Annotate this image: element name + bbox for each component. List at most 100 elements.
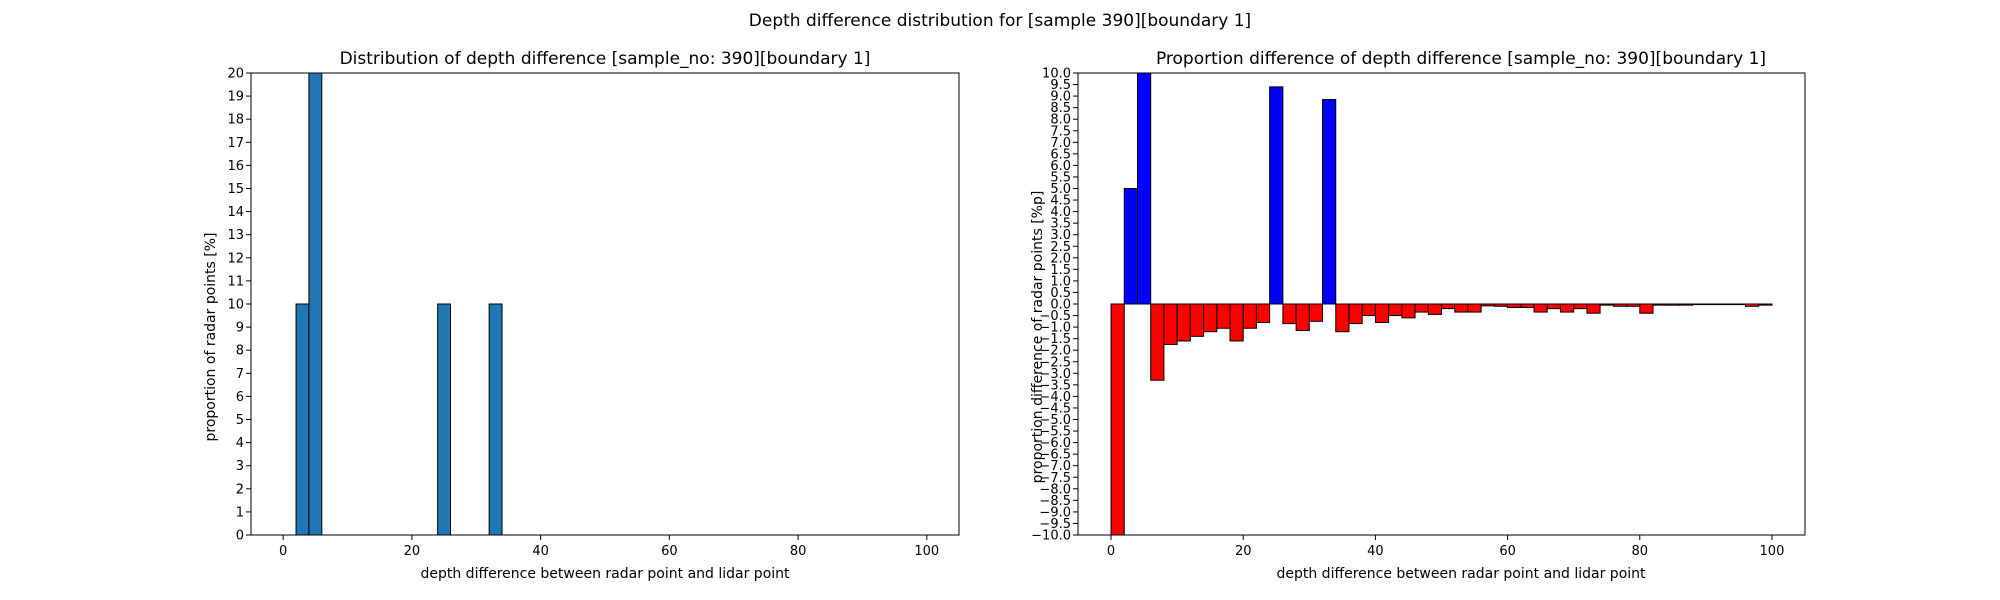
- histogram-bar: [1123, 188, 1138, 305]
- histogram-bar: [1255, 303, 1271, 323]
- histogram-bar: [1282, 303, 1297, 325]
- y-tick-label: 10: [227, 298, 244, 313]
- y-tick-label: 12: [227, 251, 244, 266]
- y-tick-label: −2.5: [1039, 355, 1071, 370]
- y-tick-label: −6.5: [1039, 448, 1071, 463]
- histogram-bar: [1467, 303, 1482, 313]
- y-tick-label: 0: [236, 529, 244, 544]
- histogram-bar: [1163, 303, 1178, 345]
- right-chart-ylabel: proportion difference of radar points [%…: [1030, 191, 1046, 484]
- y-tick-label: −4.0: [1039, 390, 1071, 405]
- y-tick-label: 0.5: [1050, 286, 1071, 301]
- histogram-bar: [1176, 303, 1191, 342]
- x-tick-label: 20: [404, 544, 421, 559]
- y-tick-label: 4.5: [1050, 194, 1071, 209]
- y-tick-label: 6: [236, 390, 244, 405]
- y-tick-label: 2: [236, 482, 244, 497]
- x-tick-label: 60: [1499, 544, 1516, 559]
- y-tick-label: 2.0: [1050, 251, 1071, 266]
- histogram-bar: [1229, 303, 1244, 342]
- histogram-bar: [1678, 303, 1694, 306]
- y-tick-label: 3.0: [1050, 228, 1071, 243]
- y-tick-label: −7.0: [1039, 459, 1071, 474]
- y-tick-label: −5.0: [1039, 413, 1071, 428]
- histogram-bar: [308, 72, 323, 536]
- right-chart-title: Proportion difference of depth differenc…: [1156, 49, 1766, 69]
- histogram-bar: [437, 303, 452, 536]
- histogram-bar: [1308, 303, 1324, 322]
- y-tick-label: −1.0: [1039, 321, 1071, 336]
- histogram-bar: [1150, 303, 1165, 381]
- y-tick-label: −6.0: [1039, 436, 1071, 451]
- y-tick-label: 6.0: [1050, 159, 1071, 174]
- x-tick-label: 100: [1760, 544, 1785, 559]
- left-chart-plot-area: 0 20 40 60 80 1000123456789101112131415161718…: [227, 67, 960, 559]
- y-tick-label: 4: [236, 436, 244, 451]
- right-chart: Proportion difference of depth differenc…: [1030, 49, 1806, 582]
- y-tick-label: 9: [236, 321, 244, 336]
- y-tick-label: 17: [227, 136, 244, 151]
- histogram-bar: [1427, 303, 1443, 315]
- y-tick-label: 9.5: [1050, 78, 1071, 93]
- histogram-bar: [1493, 303, 1509, 307]
- x-tick-label: 20: [1235, 544, 1252, 559]
- histogram-bar: [1731, 303, 1747, 306]
- y-tick-label: 1.5: [1050, 263, 1071, 278]
- y-tick-label: −4.5: [1039, 401, 1071, 416]
- histogram-bar: [1295, 303, 1310, 332]
- y-tick-label: 5.5: [1050, 170, 1071, 185]
- y-tick-label: 5: [236, 413, 244, 428]
- x-tick-label: 60: [661, 544, 678, 559]
- y-tick-label: 5.0: [1050, 182, 1071, 197]
- x-tick-label: 100: [914, 544, 939, 559]
- histogram-bar: [1374, 303, 1390, 323]
- y-tick-label: 18: [227, 113, 244, 128]
- histogram-bar: [1335, 303, 1350, 333]
- y-tick-label: 8.5: [1050, 101, 1071, 116]
- x-tick-label: 80: [790, 544, 807, 559]
- y-tick-label: 7.0: [1050, 136, 1071, 151]
- y-tick-label: 2.5: [1050, 240, 1071, 255]
- histogram-bar: [1652, 303, 1667, 306]
- histogram-bar: [1480, 303, 1495, 307]
- histogram-bar: [1414, 303, 1429, 313]
- figure-suptitle: Depth difference distribution for [sampl…: [749, 11, 1251, 31]
- histogram-bar: [1599, 303, 1614, 306]
- histogram-bar: [1533, 303, 1548, 313]
- x-tick-label: 40: [532, 544, 549, 559]
- y-tick-label: −3.5: [1039, 378, 1071, 393]
- y-tick-label: −8.5: [1039, 494, 1071, 509]
- histogram-bar: [1322, 99, 1337, 305]
- histogram-bar: [1758, 303, 1773, 306]
- y-tick-label: 8: [236, 344, 244, 359]
- histogram-bar: [1573, 303, 1588, 310]
- y-tick-label: 20: [227, 67, 244, 82]
- histogram-bar: [1361, 303, 1376, 317]
- histogram-bar: [1401, 303, 1416, 319]
- y-tick-label: 0.0: [1050, 298, 1071, 313]
- right-chart-xlabel: depth difference between radar point and…: [1276, 566, 1646, 582]
- y-tick-label: −2.0: [1039, 344, 1071, 359]
- histogram-bar: [1388, 303, 1403, 317]
- histogram-bar: [1441, 303, 1456, 310]
- right-chart-plot-area: 0 20 40 60 80 100 −10.0−9.5−9.0−8.5−8.0−7.5−7.…: [1031, 67, 1806, 559]
- y-tick-label: 1.0: [1050, 274, 1071, 289]
- y-tick-label: 11: [227, 274, 244, 289]
- x-tick-label: 0: [1107, 544, 1115, 559]
- y-tick-label: 7: [236, 367, 244, 382]
- histogram-bar: [1559, 303, 1575, 313]
- y-tick-label: 1: [236, 505, 244, 520]
- y-tick-label: 10.0: [1042, 67, 1071, 82]
- y-tick-label: −3.0: [1039, 367, 1071, 382]
- y-tick-label: −9.5: [1039, 517, 1071, 532]
- y-tick-label: 4.0: [1050, 205, 1071, 220]
- y-tick-label: 14: [227, 205, 244, 220]
- histogram-bar: [1242, 303, 1257, 329]
- y-tick-label: 9.0: [1050, 90, 1071, 105]
- histogram-bar: [1665, 303, 1680, 306]
- histogram-bar: [1692, 303, 1707, 306]
- x-tick-label: 0: [279, 544, 287, 559]
- y-tick-label: −5.5: [1039, 425, 1071, 440]
